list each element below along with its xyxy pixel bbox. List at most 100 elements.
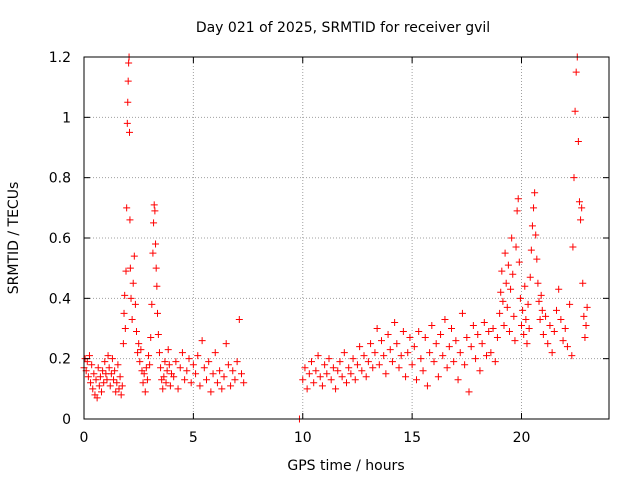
- data-point: [113, 379, 121, 387]
- x-tick-label: 0: [80, 430, 89, 446]
- data-point: [535, 297, 543, 305]
- data-point: [574, 137, 582, 145]
- data-point: [336, 358, 344, 366]
- data-point: [561, 325, 569, 332]
- data-point: [90, 370, 98, 378]
- data-point: [159, 385, 167, 393]
- data-point: [192, 370, 200, 378]
- data-point: [443, 364, 451, 372]
- data-point: [89, 385, 97, 393]
- data-point: [84, 373, 92, 381]
- data-point: [140, 370, 148, 378]
- data-point: [154, 309, 161, 317]
- data-point: [124, 77, 132, 85]
- data-point: [572, 68, 580, 76]
- data-point: [127, 294, 135, 302]
- data-point: [103, 376, 111, 384]
- data-point: [147, 334, 155, 342]
- data-point: [568, 352, 576, 360]
- data-point: [539, 331, 547, 339]
- data-point: [121, 325, 129, 332]
- data-point: [125, 59, 133, 67]
- data-point: [332, 385, 340, 393]
- data-point: [152, 240, 160, 248]
- data-point: [200, 364, 208, 372]
- data-point: [321, 361, 329, 369]
- data-point: [181, 376, 189, 384]
- data-point: [522, 315, 530, 323]
- data-point: [231, 376, 239, 384]
- data-point: [130, 252, 138, 260]
- data-point: [516, 294, 524, 302]
- data-point: [508, 234, 516, 242]
- data-point: [224, 361, 232, 369]
- data-point: [143, 376, 151, 384]
- data-point: [157, 364, 165, 372]
- data-point: [408, 361, 416, 369]
- data-point: [165, 361, 173, 369]
- data-point: [134, 349, 142, 357]
- data-point: [417, 355, 425, 363]
- data-point: [504, 261, 512, 269]
- data-point: [163, 367, 171, 375]
- data-point: [150, 219, 158, 227]
- data-point: [487, 349, 495, 357]
- data-point: [338, 373, 346, 381]
- data-point: [580, 312, 588, 320]
- data-point: [155, 349, 163, 357]
- data-point: [213, 379, 221, 387]
- data-point: [123, 119, 131, 127]
- data-point: [553, 306, 560, 314]
- data-point: [575, 198, 583, 206]
- data-point: [126, 128, 133, 136]
- data-point: [465, 388, 473, 396]
- data-point: [507, 285, 515, 293]
- data-point: [524, 300, 532, 308]
- data-point: [489, 325, 497, 332]
- data-point: [141, 388, 149, 396]
- data-point: [110, 376, 118, 384]
- data-point: [129, 279, 137, 287]
- data-point: [532, 231, 540, 239]
- data-point: [100, 379, 108, 387]
- data-point: [581, 334, 589, 342]
- x-tick-label: 20: [513, 430, 531, 446]
- data-point: [216, 367, 224, 375]
- data-point: [421, 334, 429, 342]
- data-point: [493, 334, 501, 342]
- data-point: [93, 394, 101, 402]
- data-point: [111, 367, 119, 375]
- data-point: [211, 349, 219, 357]
- data-point: [391, 318, 399, 326]
- data-point: [101, 358, 109, 366]
- data-point: [497, 288, 505, 296]
- data-point: [579, 279, 587, 287]
- data-point: [499, 297, 507, 305]
- data-point: [122, 267, 130, 275]
- data-point: [218, 385, 226, 393]
- data-point: [124, 98, 132, 106]
- data-point: [160, 373, 168, 381]
- data-point: [94, 364, 102, 372]
- data-point: [413, 376, 420, 384]
- data-point: [378, 337, 385, 345]
- data-point: [548, 349, 556, 357]
- data-point: [456, 349, 464, 357]
- data-point: [145, 352, 153, 360]
- data-point: [349, 355, 357, 363]
- data-point: [393, 340, 401, 348]
- data-point: [310, 379, 318, 387]
- data-point: [123, 204, 131, 212]
- data-point: [578, 204, 586, 212]
- data-point: [176, 364, 184, 372]
- data-point: [485, 328, 493, 336]
- data-point: [461, 361, 469, 369]
- data-point: [115, 385, 123, 393]
- data-point: [533, 255, 541, 263]
- data-point: [480, 318, 488, 326]
- data-point: [528, 222, 536, 230]
- data-point: [483, 352, 490, 360]
- data-point: [119, 340, 127, 348]
- data-point: [116, 373, 124, 381]
- data-point: [178, 349, 186, 357]
